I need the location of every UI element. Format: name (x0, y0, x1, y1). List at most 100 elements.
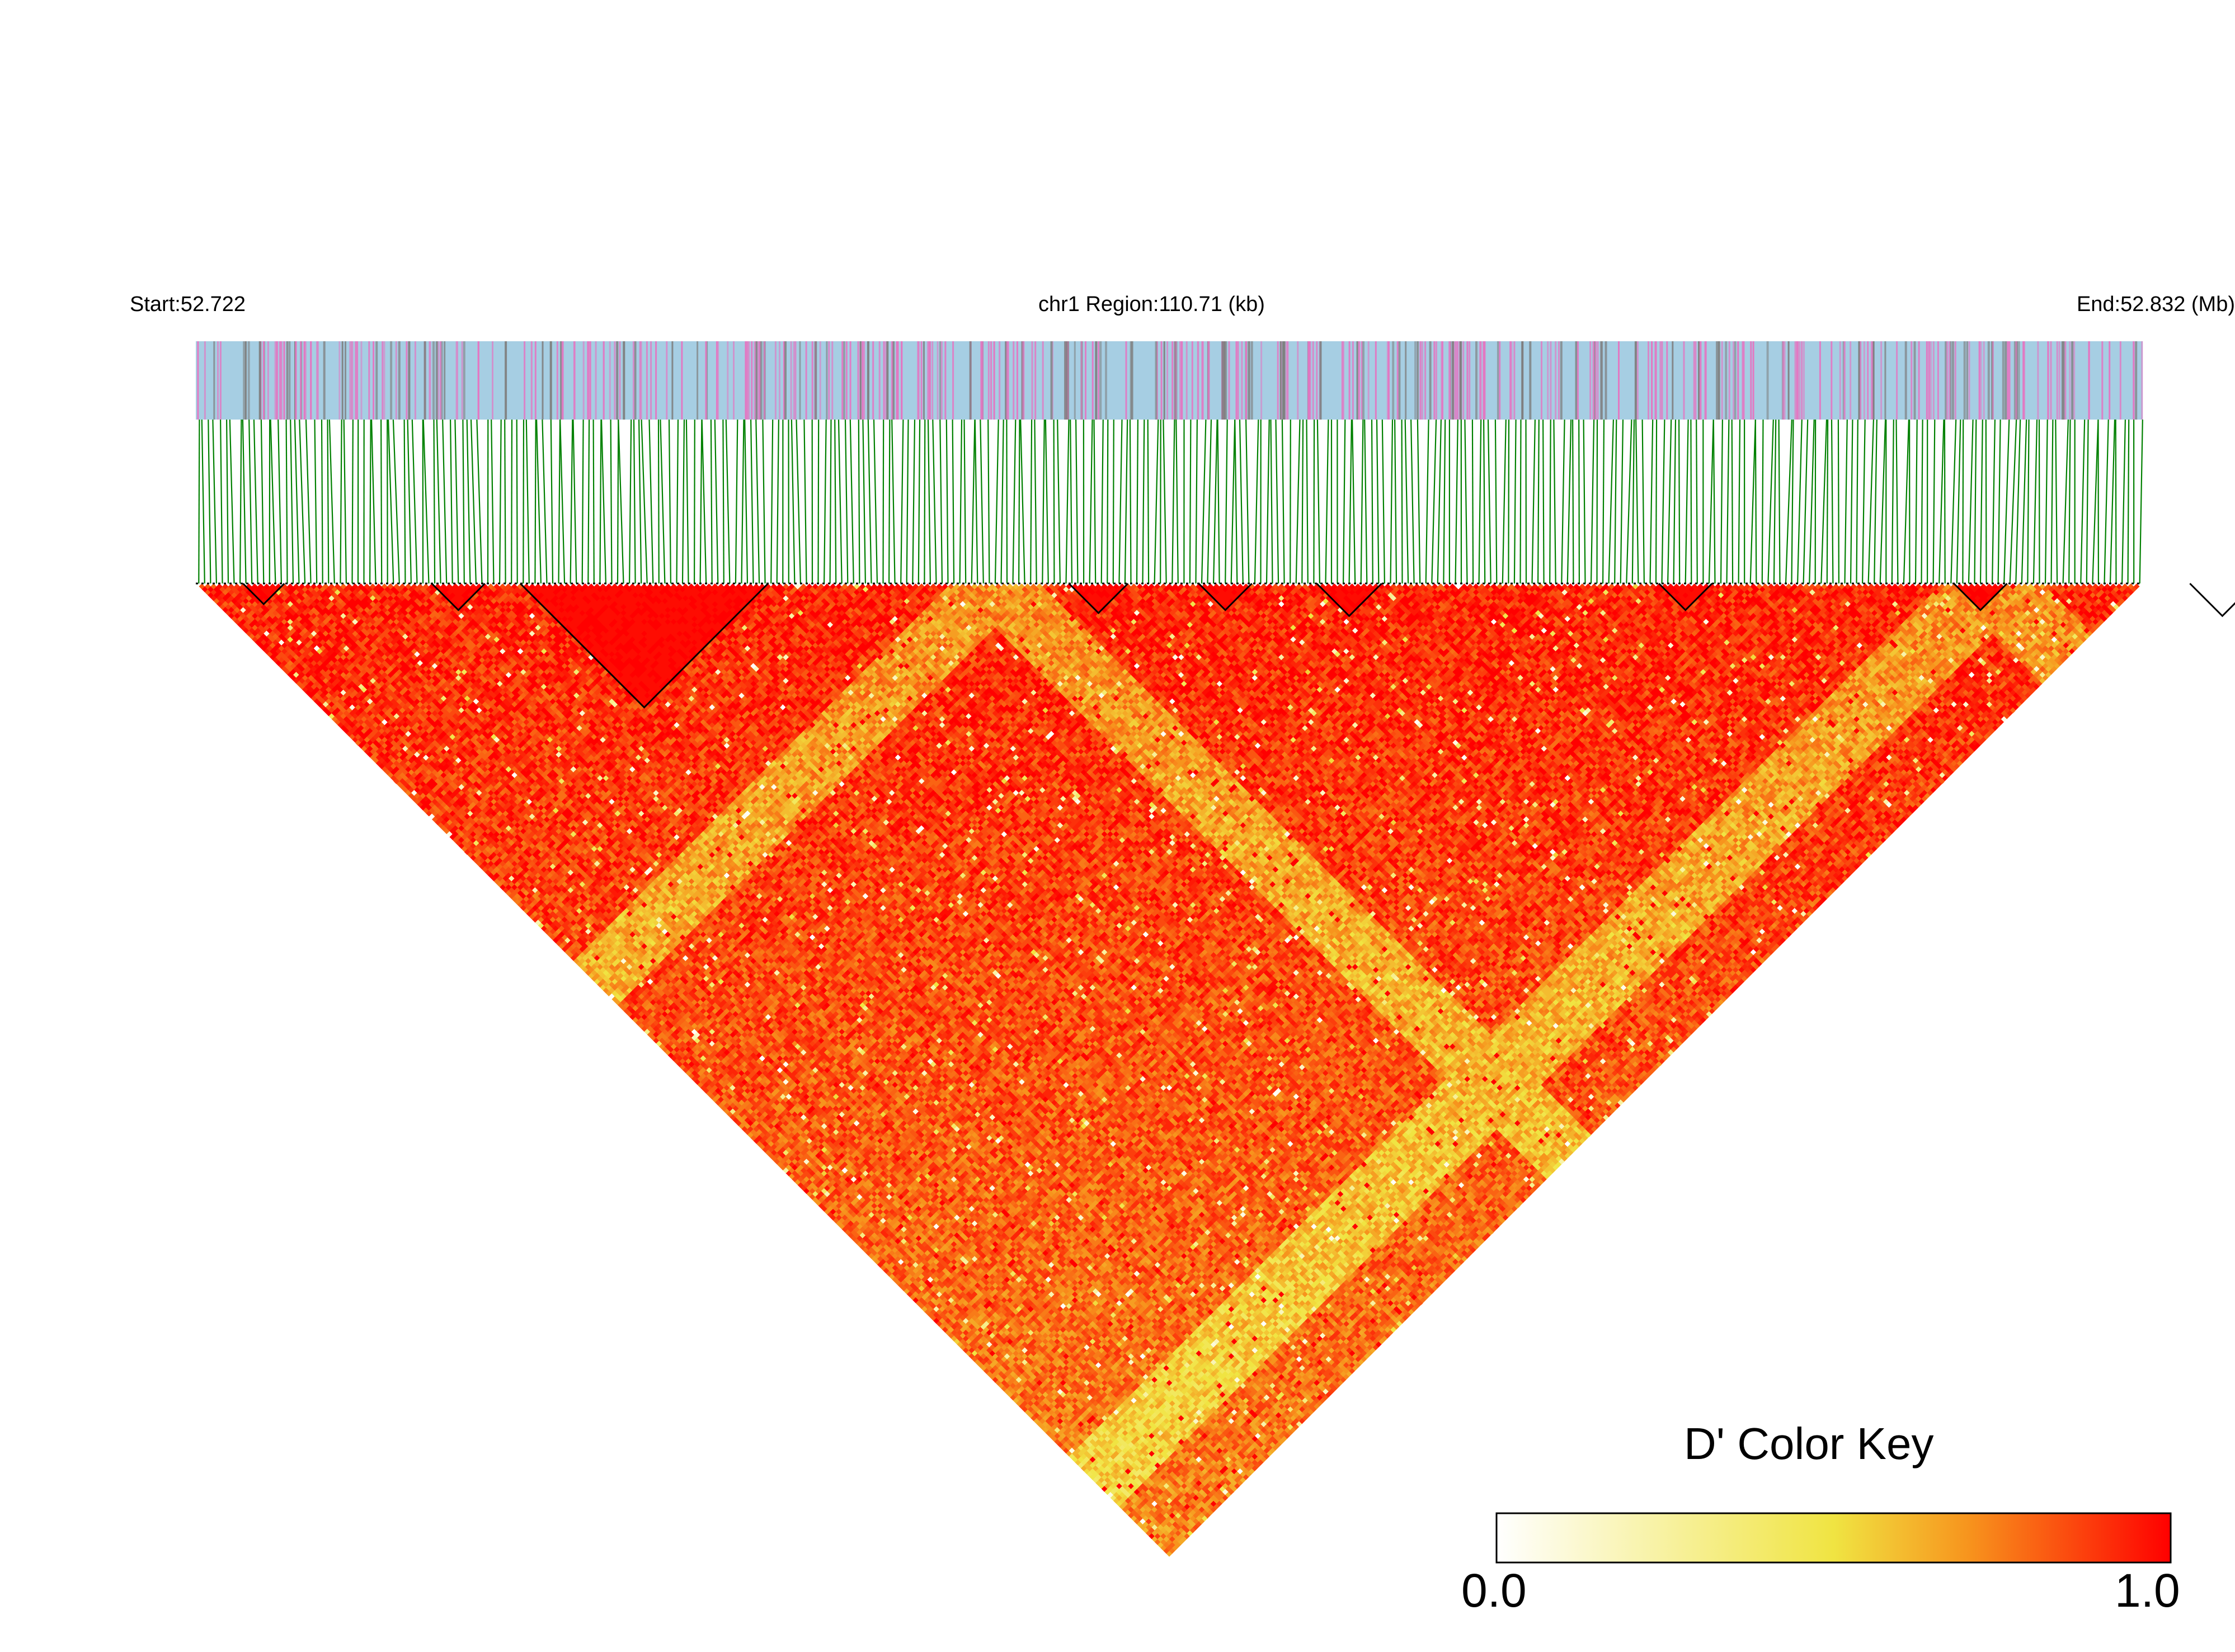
snp-connector (762, 419, 766, 584)
variant-tick (867, 341, 869, 420)
snp-connector (1767, 419, 1774, 584)
variant-tick (1966, 341, 1968, 420)
variant-tick (987, 341, 990, 420)
variant-tick (1441, 341, 1443, 420)
snp-connector (1649, 419, 1654, 584)
snp-connector (888, 419, 891, 584)
snp-connector (1921, 419, 1923, 584)
variant-tick (1800, 341, 1803, 420)
snp-connector (1478, 419, 1482, 584)
variant-tick (697, 341, 699, 420)
snp-connector (570, 419, 573, 584)
variant-tick (1287, 341, 1289, 420)
variant-tick (2141, 341, 2143, 420)
snp-connector (2003, 419, 2010, 584)
snp-connector (873, 419, 878, 584)
variant-tick (1475, 341, 1478, 420)
variant-tick (1750, 341, 1752, 420)
variant-tick (920, 341, 923, 420)
variant-tick (424, 341, 426, 420)
variant-tick (589, 341, 591, 420)
snp-connector (1239, 419, 1244, 584)
color-key-min-label: 0.0 (1461, 1564, 1527, 1617)
snp-connector (1596, 419, 1598, 584)
variant-tick (1066, 341, 1068, 420)
variant-tick (303, 341, 305, 420)
snp-connector (1494, 419, 1498, 584)
variant-tick (2037, 341, 2039, 420)
variant-tick (1963, 341, 1966, 420)
variant-tick (1160, 341, 1163, 420)
variant-tick (1787, 341, 1790, 420)
snp-connector (844, 419, 849, 584)
variant-tick (923, 341, 925, 420)
variant-tick (1911, 341, 1913, 420)
variant-tick (1442, 341, 1443, 420)
snp-connector (1673, 419, 1677, 584)
variant-tick (746, 341, 748, 420)
variant-tick (1223, 341, 1226, 420)
snp-connector (523, 419, 525, 584)
snp-connector (900, 419, 904, 584)
variant-tick (1577, 341, 1579, 420)
variant-tick (862, 341, 864, 420)
snp-connector (1992, 419, 1996, 584)
snp-connector (1053, 419, 1055, 584)
variant-tick (356, 341, 359, 420)
variant-tick (1130, 341, 1132, 420)
snp-connector (1217, 419, 1220, 584)
variant-tick (1743, 341, 1745, 420)
snp-connector (776, 419, 779, 584)
color-key-title: D' Color Key (1684, 1419, 1934, 1469)
snp-connector (1425, 419, 1429, 584)
variant-tick (258, 341, 261, 420)
snp-connector (735, 419, 738, 584)
variant-tick (1698, 341, 1700, 420)
variant-tick (1414, 341, 1417, 420)
snp-connector (1201, 419, 1207, 584)
variant-tick (439, 341, 441, 420)
snp-connector (1124, 419, 1128, 584)
snp-connector (1034, 419, 1037, 584)
variant-tick (461, 341, 463, 420)
snp-connector (1343, 419, 1346, 584)
variant-tick (1863, 341, 1865, 420)
snp-connector (837, 419, 843, 584)
variant-tick (993, 341, 995, 420)
variant-tick (1928, 341, 1930, 420)
snp-connector (1100, 419, 1104, 584)
variant-tick (849, 341, 851, 420)
snp-connector (1189, 419, 1192, 584)
variant-tick (1937, 341, 1939, 420)
snp-connector (1903, 419, 1909, 584)
snp-connector (1974, 419, 1977, 584)
snp-connector (1874, 419, 1878, 584)
variant-tick (1871, 341, 1873, 420)
variant-tick (1766, 341, 1769, 420)
snp-connector (422, 419, 430, 584)
snp-connector (470, 419, 477, 584)
snp-connector (1720, 419, 1723, 584)
variant-tick (705, 341, 707, 420)
ld-block-outline (1658, 582, 1713, 611)
snp-connector (1160, 419, 1161, 584)
snp-connector (1773, 419, 1777, 584)
snp-connector (1195, 419, 1198, 584)
snp-connector (277, 419, 282, 584)
variant-tick (1454, 341, 1456, 420)
variant-tick (1095, 341, 1098, 420)
snp-connector (1561, 419, 1565, 584)
snp-connector (1281, 419, 1285, 584)
snp-connector (1390, 419, 1394, 584)
variant-tick (2047, 341, 2049, 420)
snp-connector (371, 419, 377, 584)
variant-tick (646, 341, 648, 420)
variant-tick (1174, 341, 1177, 420)
snp-connector (1553, 419, 1556, 584)
variant-tick (1839, 341, 1841, 420)
variant-tick (1978, 341, 1980, 420)
variant-tick (1983, 341, 1985, 420)
variant-tick (1716, 341, 1718, 420)
snp-connector (2104, 419, 2109, 584)
variant-tick (1513, 341, 1516, 420)
